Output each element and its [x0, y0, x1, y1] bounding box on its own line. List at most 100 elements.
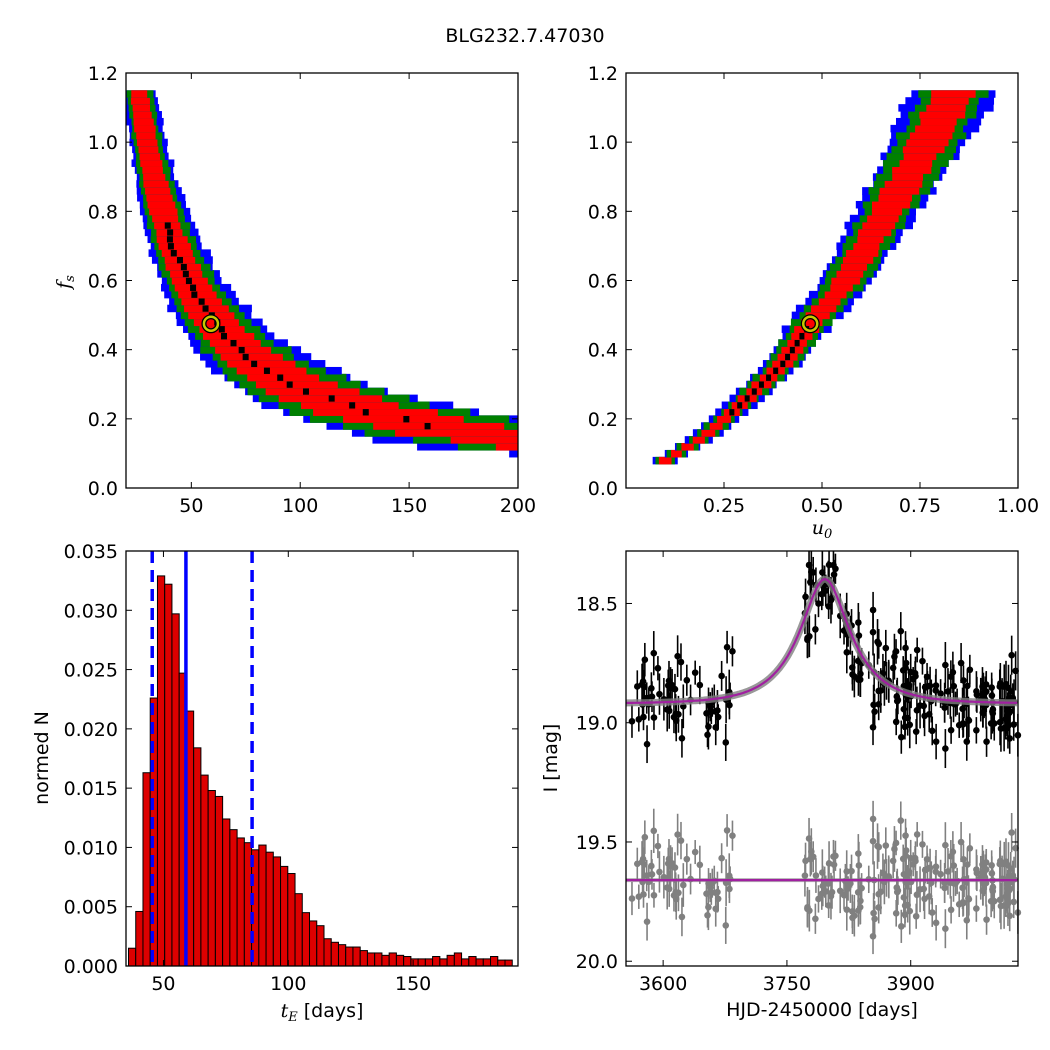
histogram-bar	[330, 941, 339, 967]
data-point	[722, 739, 730, 746]
histogram-bar	[381, 954, 390, 967]
residual-point	[650, 827, 658, 835]
data-point	[932, 682, 940, 689]
residual-point	[725, 872, 733, 880]
histogram-bar	[127, 947, 137, 967]
histogram-bar	[251, 849, 260, 967]
p1-core-cell	[221, 332, 228, 340]
p2-ytick-label: 0.0	[588, 478, 618, 500]
data-point	[849, 671, 856, 678]
histogram-bar	[482, 958, 492, 967]
residual-point	[921, 866, 929, 874]
p3-xtick-label: 50	[151, 973, 175, 995]
residual-point	[705, 903, 712, 911]
p1-xtick-label: 150	[391, 495, 427, 517]
data-point	[665, 707, 673, 715]
histogram-bar	[504, 959, 513, 967]
p1-core-cell	[167, 242, 174, 250]
histogram-bar	[475, 958, 484, 967]
residual-point	[871, 915, 878, 923]
p2-core-cell	[766, 373, 772, 381]
p1-ytick-label: 1.0	[88, 132, 118, 154]
residual-point	[913, 891, 921, 899]
histogram-bar	[229, 829, 238, 967]
residual-point	[932, 919, 940, 927]
p3-xtick-label: 100	[270, 973, 306, 995]
p1-band	[133, 111, 152, 119]
histogram-bar	[461, 958, 470, 967]
p3-ytick-label: 0.030	[64, 600, 118, 622]
p1-band	[313, 408, 438, 416]
panel-light-curve: 3600 3750 3900 18.5 19.0 19.5 20.0 HJD-2450000…	[540, 550, 1022, 1021]
data-point	[983, 738, 990, 746]
p1-core-cell	[218, 325, 225, 333]
p1-band	[145, 187, 171, 195]
histogram-bar	[236, 837, 245, 967]
residual-point	[665, 855, 673, 863]
p1-band	[161, 249, 193, 257]
p1-band	[136, 131, 156, 140]
p1-band	[149, 207, 178, 216]
p2-band	[818, 297, 841, 306]
p2-band	[857, 228, 892, 237]
residual-point	[672, 895, 680, 903]
data-point	[932, 738, 940, 745]
data-point	[812, 626, 819, 633]
p1-band	[265, 387, 360, 396]
residual-point	[874, 842, 881, 850]
histogram-bar	[142, 772, 151, 967]
residual-point	[990, 897, 998, 905]
p2-band	[902, 145, 945, 154]
data-point	[875, 687, 882, 695]
p1-band	[220, 353, 283, 361]
p1-band	[158, 242, 191, 250]
p1-band	[133, 117, 154, 126]
p4-ytick-label: 19.0	[576, 713, 618, 735]
p1-band	[143, 180, 169, 188]
p1-band	[236, 366, 307, 375]
p1-core-cell	[180, 263, 187, 271]
residual-point	[680, 881, 687, 889]
p2-band	[717, 415, 731, 423]
p3-ytick-label: 0.035	[64, 541, 118, 563]
residual-point	[639, 855, 647, 863]
data-point	[990, 720, 998, 727]
residual-point	[869, 837, 877, 845]
residual-point	[648, 862, 655, 870]
p3-ytick-label: 0.015	[64, 778, 118, 800]
data-point	[882, 644, 890, 652]
p2-band	[824, 290, 847, 299]
p1-core-cell	[424, 422, 431, 430]
p4-xlabel: HJD-2450000 [days]	[726, 999, 918, 1021]
residual-point	[628, 895, 636, 902]
histogram-bar	[207, 790, 216, 967]
data-point	[671, 685, 679, 693]
p1-core-cell	[164, 221, 171, 229]
data-point	[815, 600, 822, 607]
data-point	[714, 713, 722, 721]
p2-ytick-label: 0.6	[588, 271, 618, 293]
data-point	[973, 691, 981, 699]
residual-point	[677, 837, 685, 844]
p1-band	[140, 159, 163, 167]
residual-point	[802, 857, 809, 865]
p1-band	[509, 449, 518, 458]
residual-point	[830, 861, 838, 868]
residual-point	[822, 888, 830, 895]
histogram-bar	[280, 865, 289, 967]
p4-xtick-label: 3750	[763, 973, 811, 995]
data-point	[892, 718, 900, 726]
p2-band	[919, 111, 966, 119]
p2-band	[836, 270, 864, 278]
p2-core-cell	[751, 387, 757, 395]
p2-core-cell	[729, 408, 735, 416]
residual-point	[712, 905, 720, 913]
p2-ytick-label: 0.2	[588, 409, 618, 431]
p1-core-cell	[182, 270, 189, 278]
p2-axes: 0.25 0.50 0.75 1.00 0.0 0.2 0.4 0.6 0.8 1.0 1.2	[588, 63, 1039, 517]
p1-ytick-label: 0.4	[88, 340, 118, 362]
p3-frame	[125, 550, 519, 967]
p2-band	[853, 242, 880, 250]
p1-core-cell	[277, 373, 284, 381]
data-point	[912, 672, 919, 680]
